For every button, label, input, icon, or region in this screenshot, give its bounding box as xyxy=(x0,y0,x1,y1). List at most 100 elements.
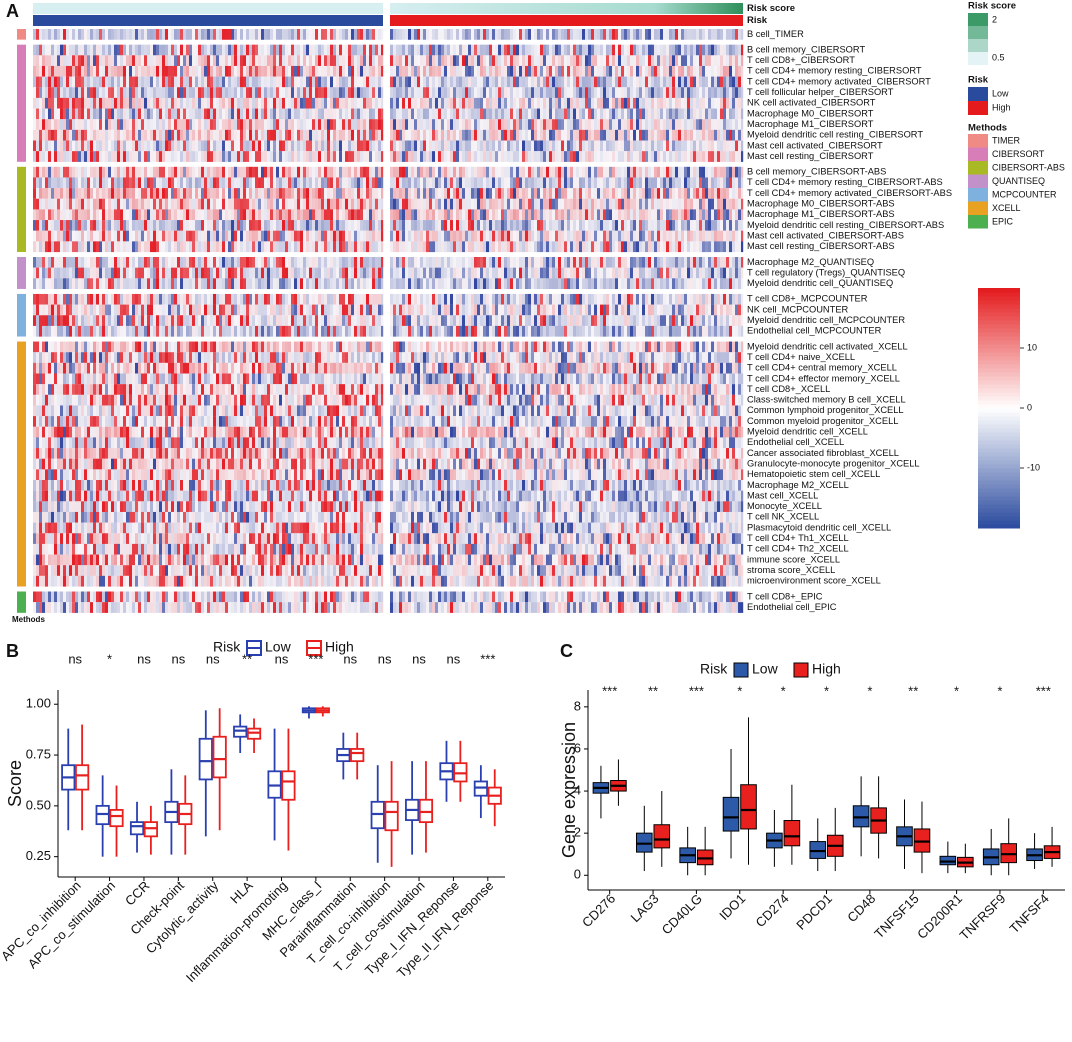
heatmap-cell xyxy=(717,220,721,231)
heatmap-cell xyxy=(612,97,616,109)
heatmap-cell xyxy=(78,29,82,40)
heatmap-cell xyxy=(300,44,304,56)
heatmap-cell xyxy=(51,97,55,109)
heatmap-cell xyxy=(549,108,553,120)
heatmap-cell xyxy=(246,87,250,98)
heatmap-cell xyxy=(594,129,598,141)
heatmap-cell xyxy=(414,29,418,40)
heatmap-cell xyxy=(711,188,715,199)
heatmap-cell xyxy=(561,220,565,231)
heatmap-cell xyxy=(717,87,721,98)
heatmap-cell xyxy=(480,97,484,109)
heatmap-cell xyxy=(618,108,622,120)
heatmap-cell xyxy=(615,29,619,40)
heatmap-cell xyxy=(519,230,523,242)
heatmap-cell xyxy=(63,119,67,130)
heatmap-cell xyxy=(168,209,172,221)
heatmap-cell xyxy=(408,257,412,268)
heatmap-cell xyxy=(108,166,112,178)
heatmap-cell xyxy=(54,97,58,109)
heatmap-cell xyxy=(36,188,40,199)
heatmap-cell xyxy=(720,209,724,221)
heatmap-cell xyxy=(75,29,79,40)
heatmap-cell xyxy=(156,76,160,88)
heatmap-cell xyxy=(51,241,55,253)
heatmap-cell xyxy=(381,65,384,77)
heatmap-cell xyxy=(612,108,616,120)
heatmap-cell xyxy=(453,108,457,120)
heatmap-cell xyxy=(228,97,232,109)
heatmap-cell xyxy=(273,198,277,210)
heatmap-cell xyxy=(597,230,601,242)
heatmap-cell xyxy=(348,97,352,109)
heatmap-cell xyxy=(597,87,601,98)
heatmap-cell xyxy=(342,55,346,67)
heatmap-cell xyxy=(678,108,682,120)
heatmap-cell xyxy=(156,188,160,199)
heatmap-cell xyxy=(528,188,532,199)
heatmap-cell xyxy=(459,87,463,98)
heatmap-cell xyxy=(459,44,463,56)
heatmap-cell xyxy=(159,55,163,67)
heatmap-cell xyxy=(591,151,595,162)
heatmap-cell xyxy=(222,177,226,189)
heatmap-cell xyxy=(348,119,352,130)
heatmap-cell xyxy=(195,151,199,162)
heatmap-cell xyxy=(102,177,106,189)
heatmap-cell xyxy=(669,97,673,109)
heatmap-cell xyxy=(732,198,736,210)
heatmap-cell xyxy=(72,151,76,162)
heatmap-cell xyxy=(540,151,544,162)
heatmap-cell xyxy=(192,29,196,40)
heatmap-cell xyxy=(360,87,364,98)
heatmap-cell xyxy=(588,65,592,77)
heatmap-cell xyxy=(594,209,598,221)
heatmap-cell xyxy=(123,97,127,109)
heatmap-cell xyxy=(594,119,598,130)
heatmap-cell xyxy=(396,230,400,242)
heatmap-cell xyxy=(354,188,358,199)
heatmap-cell xyxy=(528,65,532,77)
heatmap-cell xyxy=(492,129,496,141)
heatmap-cell xyxy=(57,209,61,221)
heatmap-cell xyxy=(540,65,544,77)
heatmap-cell xyxy=(609,241,613,253)
heatmap-cell xyxy=(426,55,430,67)
heatmap-cell xyxy=(507,257,511,268)
heatmap-cell xyxy=(273,188,277,199)
heatmap-cell xyxy=(192,140,196,152)
heatmap-cell xyxy=(468,119,472,130)
heatmap-cell xyxy=(603,29,607,40)
heatmap-cell xyxy=(234,151,238,162)
heatmap-cell xyxy=(573,166,577,178)
heatmap-cell xyxy=(261,65,265,77)
heatmap-cell xyxy=(378,230,382,242)
heatmap-cell xyxy=(42,140,46,152)
heatmap-cell xyxy=(267,166,271,178)
heatmap-cell xyxy=(642,177,646,189)
heatmap-cell xyxy=(504,220,508,231)
heatmap-cell xyxy=(738,108,742,120)
heatmap-cell xyxy=(435,29,439,40)
heatmap-cell xyxy=(168,188,172,199)
heatmap-cell xyxy=(213,129,217,141)
heatmap-cell xyxy=(531,151,535,162)
heatmap-cell xyxy=(66,119,70,130)
heatmap-cell xyxy=(486,65,490,77)
heatmap-cell xyxy=(312,241,316,253)
heatmap-cell xyxy=(102,65,106,77)
heatmap-cell xyxy=(618,65,622,77)
heatmap-cell xyxy=(114,65,118,77)
heatmap-cell xyxy=(99,209,103,221)
heatmap-cell xyxy=(345,220,349,231)
heatmap-cell xyxy=(672,257,676,268)
heatmap-cell xyxy=(204,87,208,98)
heatmap-cell xyxy=(99,119,103,130)
heatmap-cell xyxy=(111,166,115,178)
heatmap-cell xyxy=(267,241,271,253)
heatmap-cell xyxy=(717,108,721,120)
heatmap-cell xyxy=(291,257,295,268)
heatmap-cell xyxy=(288,87,292,98)
heatmap-cell xyxy=(516,166,520,178)
heatmap-cell xyxy=(222,97,226,109)
